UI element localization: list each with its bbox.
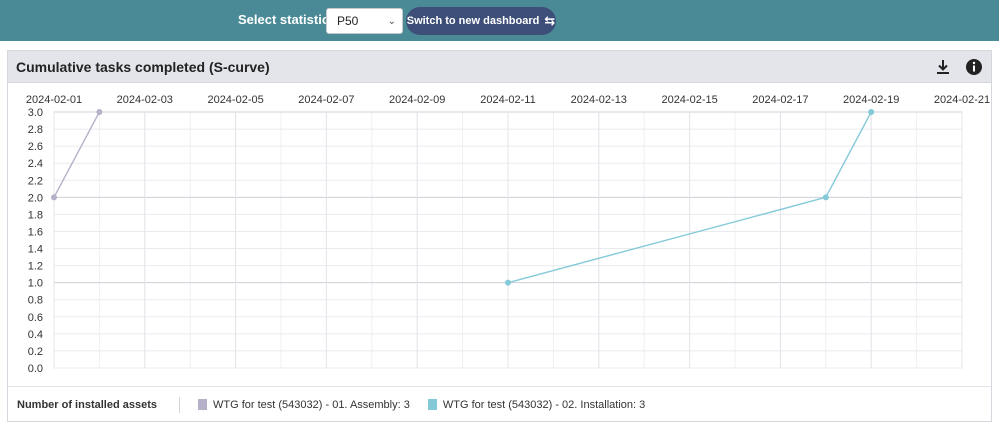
series-point-2 [822,194,829,201]
panel-title: Cumulative tasks completed (S-curve) [16,59,270,75]
y-tick-label: 1.8 [28,209,43,221]
legend-swatch-assembly [198,399,207,410]
chart-panel: Cumulative tasks completed (S-curve) 202… [7,50,992,422]
top-toolbar: Select statistics P50 ⌄ Switch to new da… [0,0,999,41]
info-icon[interactable] [965,58,983,76]
x-tick-label: 2024-02-07 [298,94,354,106]
x-tick-label: 2024-02-05 [207,94,263,106]
series-point-2 [868,109,875,115]
series-point-1 [51,194,57,201]
series-line-1 [53,111,101,198]
y-tick-label: 1.2 [28,261,43,273]
y-tick-label: 0.8 [28,295,43,307]
legend-label-installation: WTG for test (543032) - 02. Installation… [442,398,646,411]
legend: Number of installed assets WTG for test … [8,386,991,422]
x-tick-label: 2024-02-11 [480,94,535,106]
legend-item-installation[interactable]: WTG for test (543032) - 02. Installation… [427,398,646,411]
y-tick-label: 1.4 [28,244,43,256]
y-tick-label: 0.6 [28,312,43,324]
legend-label-assembly: WTG for test (543032) - 01. Assembly: 3 [213,398,410,411]
x-tick-label: 2024-02-19 [843,94,899,106]
y-tick-label: 0.0 [28,363,43,375]
panel-header: Cumulative tasks completed (S-curve) [8,51,991,83]
x-tick-label: 2024-02-13 [571,94,627,106]
statistics-select-value: P50 [337,14,359,28]
series-point-1 [96,109,103,115]
x-tick-label: 2024-02-03 [117,94,173,106]
y-tick-label: 3.0 [28,107,43,119]
swap-arrows-icon: ⇆ [544,13,556,28]
y-tick-label: 0.2 [28,346,43,358]
y-tick-label: 2.8 [28,124,43,136]
y-tick-label: 2.4 [28,158,43,170]
download-icon[interactable] [934,58,952,76]
y-tick-label: 2.0 [28,192,43,204]
s-curve-chart: 2024-02-01 2024-02-03 2024-02-05 2024-02-07… [26,94,990,375]
legend-item-assembly[interactable]: WTG for test (543032) - 01. Assembly: 3 [198,399,410,411]
y-tick-label: 1.6 [28,226,43,238]
statistics-select[interactable]: P50 ⌄ [326,8,403,34]
switch-dashboard-label: Switch to new dashboard [406,15,540,27]
x-tick-label: 2024-02-01 [26,94,82,106]
series-point-2 [505,279,511,286]
x-tick-label: 2024-02-09 [389,94,445,106]
y-tick-label: 2.6 [28,141,43,153]
switch-dashboard-button[interactable]: Switch to new dashboard ⇆ [406,7,556,35]
x-tick-label: 2024-02-17 [752,94,808,106]
x-tick-label: 2024-02-21 [934,94,990,106]
select-statistics-label: Select statistics [238,12,337,27]
legend-divider [179,396,180,413]
y-tick-label: 0.4 [28,329,43,341]
legend-title: Number of installed assets [17,398,157,411]
chevron-down-icon: ⌄ [387,15,396,27]
x-tick-label: 2024-02-15 [661,94,717,106]
y-tick-label: 1.0 [28,278,43,290]
y-tick-label: 2.2 [28,175,43,187]
legend-swatch-installation [427,399,437,410]
